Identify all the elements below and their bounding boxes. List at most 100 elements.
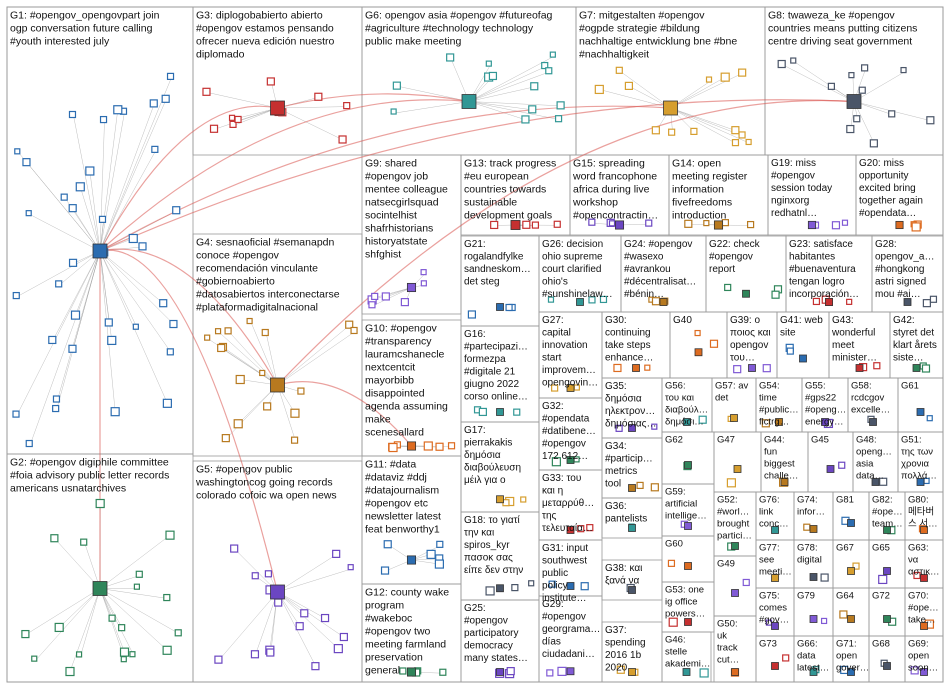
group-label-line: #décentralisat… <box>624 277 696 288</box>
group-label-g15: G15: spreading word francophone africa dur… <box>572 158 658 222</box>
node <box>782 654 790 662</box>
intra-edge <box>468 71 550 102</box>
node-cluster-g5 <box>214 544 354 671</box>
hub-node <box>566 667 575 676</box>
node-cluster-g26 <box>547 295 608 306</box>
group-label-g68: G68 <box>872 639 890 650</box>
intra-edge <box>411 545 441 561</box>
node <box>381 292 390 301</box>
node-cluster-g69 <box>910 666 928 676</box>
node <box>420 269 427 276</box>
intra-edge <box>228 331 278 386</box>
group-label-g22: G22: check #opengov report <box>709 239 761 275</box>
node <box>709 339 719 348</box>
group-cell-g82 <box>868 491 906 541</box>
group-label-line: cut… <box>717 655 739 666</box>
node <box>246 317 253 325</box>
group-label-line: shfghist <box>365 249 401 261</box>
group-label-g34: G34: #particip… metrics tool <box>605 441 653 490</box>
group-label-line: G1: #opengov_opengovpart join <box>10 10 160 22</box>
group-label-line: track <box>717 643 738 654</box>
intra-edge <box>99 99 167 252</box>
hub-node <box>270 100 285 116</box>
group-label-g58: G58: rcdcgov excelle… <box>851 381 890 416</box>
hub-node <box>733 465 742 473</box>
inter-group-edge <box>99 105 278 252</box>
node <box>698 415 707 424</box>
inter-group-edge <box>99 248 279 386</box>
group-label-line: washingtoncog going records <box>195 477 333 489</box>
node <box>668 128 676 136</box>
group-cells <box>6 6 944 683</box>
inter-group-edge <box>99 249 279 593</box>
hub-node <box>496 408 504 416</box>
group-label-line: tool <box>605 479 621 490</box>
hub-node <box>510 220 521 230</box>
group-label-line: lauramcshanecle <box>365 349 445 361</box>
node <box>522 220 531 229</box>
intra-edge <box>99 250 172 353</box>
group-label-line: information <box>672 184 724 196</box>
group-label-line: ηλεκτρον… <box>605 406 655 417</box>
group-label-line: powers… <box>665 609 705 620</box>
node <box>530 82 539 91</box>
group-label-line: 172 612… <box>542 451 588 462</box>
group-label-line: session today <box>771 183 832 194</box>
node <box>233 419 243 429</box>
node <box>300 609 309 618</box>
label-layer: G1: #opengov_opengovpart join ogp convers… <box>10 10 939 677</box>
node-cluster-g62 <box>683 461 692 471</box>
node-cluster-g75 <box>765 619 779 630</box>
node <box>320 613 330 623</box>
node-cluster-g70 <box>920 619 935 630</box>
hub-node <box>496 584 504 593</box>
inter-group-edge <box>277 93 470 109</box>
node <box>399 667 407 675</box>
group-label-g3: G3: diplogobabierto abierto #opengov esta… <box>196 10 334 61</box>
group-label-line: feat benworthy1 <box>365 524 440 536</box>
intra-edge <box>80 588 101 656</box>
intra-edge <box>411 558 440 561</box>
group-label-line: #buenaventura <box>789 264 856 275</box>
node-cluster-g43 <box>855 362 881 372</box>
hub-node <box>632 364 640 372</box>
hub-node <box>903 298 912 306</box>
group-label-line: ohio supreme <box>542 252 603 263</box>
group-label-g52: G52: #worl… brought partici… <box>717 495 752 542</box>
node <box>549 51 556 58</box>
inter-group-edge <box>99 99 855 252</box>
node <box>848 72 855 79</box>
node-cluster-g11 <box>380 540 444 575</box>
node <box>162 398 172 408</box>
group-label-g28: G28: opengov_a… #hongkong astri signed mou #… <box>875 239 935 300</box>
group-label-line: improvem… <box>542 365 596 376</box>
group-label-line: meeting farmland <box>365 639 446 651</box>
group-label-line: G35: <box>605 381 627 392</box>
group-label-line: G46: <box>665 635 686 646</box>
node <box>910 666 919 675</box>
group-label-line: δημόσια <box>464 449 501 461</box>
node <box>852 562 860 570</box>
group-label-g45: G45 <box>811 435 829 446</box>
node <box>488 71 498 81</box>
node <box>25 439 33 448</box>
node <box>132 323 139 330</box>
hub-node <box>92 243 108 259</box>
hub-node <box>731 542 739 550</box>
group-label-line: #particip… <box>605 454 653 465</box>
node-cluster-g52 <box>727 542 739 551</box>
hub-node <box>771 662 779 670</box>
node <box>926 116 935 125</box>
node-cluster-g17 <box>496 495 527 507</box>
node <box>388 442 398 453</box>
group-label-line: G73 <box>759 639 777 650</box>
node <box>371 292 379 301</box>
group-label-line: centre driving seat government <box>768 36 912 48</box>
group-cell-g20 <box>855 154 944 236</box>
intra-edge <box>25 588 101 635</box>
node <box>229 120 237 128</box>
hub-node <box>826 465 835 473</box>
group-label-line: αστικ… <box>908 567 939 578</box>
group-label-line: πολλά… <box>901 471 937 482</box>
group-label-g17: G17: pierrakakis δημόσια διαβούλευση μέιλ γι… <box>464 425 521 486</box>
